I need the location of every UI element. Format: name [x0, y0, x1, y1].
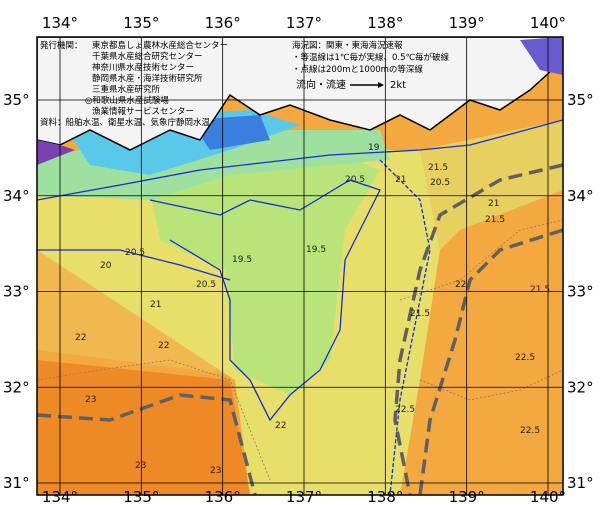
- contour-label: 21.5: [530, 285, 550, 295]
- contour-label: 22: [158, 341, 169, 351]
- legend-note: ・点線は200mと1000mの等深線: [292, 64, 423, 75]
- lon-label-top: 136°: [205, 14, 241, 32]
- contour-label: 21.5: [428, 163, 448, 173]
- lon-label-top: 139°: [449, 14, 485, 32]
- contour-label: 21: [150, 300, 161, 310]
- contour-label: 20.5: [196, 280, 216, 290]
- lon-label-top: 135°: [123, 14, 159, 32]
- organization: 千葉県水産総合研究センター: [92, 51, 203, 62]
- contour-label: 22.5: [395, 405, 415, 415]
- lat-label-right: 34°: [567, 187, 594, 205]
- lat-label-left: 33°: [3, 283, 30, 301]
- contour-label: 21: [395, 175, 406, 185]
- bay-cold: [520, 37, 563, 75]
- axis-labels: 134° 134° 135° 135° 136° 136° 137° 137° 138° 138°…: [3, 14, 594, 505]
- lon-label-top: 140°: [530, 14, 566, 32]
- lat-label-right: 33°: [567, 283, 594, 301]
- map-body: 19 19.5 19.5 20 20.5 20.5 20.5 20.5 21 21 21 21.5 21…: [37, 37, 563, 495]
- contour-label: 22: [455, 280, 466, 290]
- lon-label-bottom: 138°: [367, 488, 403, 505]
- contour-label: 20.5: [430, 178, 450, 188]
- organization: ◎和歌山県水産試験場: [85, 95, 169, 106]
- lon-label-top: 138°: [367, 14, 403, 32]
- contour-label: 23: [210, 466, 221, 476]
- lat-label-right: 35°: [567, 91, 594, 109]
- current-label: 流向・流速: [296, 78, 346, 91]
- lat-label-left: 32°: [3, 378, 30, 396]
- lon-label-bottom: 135°: [123, 488, 159, 505]
- strait-cold: [37, 140, 75, 165]
- lon-label-bottom: 139°: [449, 488, 485, 505]
- lat-label-left: 34°: [3, 187, 30, 205]
- contour-labels: 19 19.5 19.5 20 20.5 20.5 20.5 20.5 21 21 21 21.5 21…: [75, 143, 550, 476]
- sea-hot: [37, 360, 250, 495]
- contour-label: 20.5: [125, 248, 145, 258]
- isotherms: [37, 119, 563, 495]
- contour-label: 22: [75, 333, 86, 343]
- sea-green: [150, 150, 380, 395]
- lon-label-bottom: 136°: [205, 488, 241, 505]
- isobaths: [37, 219, 563, 481]
- sources: 資料：船舶水温、衛星水温、気象庁静岡水温: [40, 117, 211, 128]
- legend: 海況図：関東・東海海況速報 ・等温線は1℃毎が実線、0.5℃毎が破線 ・点線は2…: [292, 40, 450, 91]
- kuroshio-axis: [37, 163, 563, 495]
- lat-label-left: 35°: [3, 91, 30, 109]
- contour-label: 21.5: [410, 309, 430, 319]
- contour-label: 23: [135, 461, 146, 471]
- publisher-heading: 発行機関：: [40, 40, 83, 51]
- frame: [36, 36, 564, 496]
- lat-label-right: 32°: [567, 378, 594, 396]
- organization: 三重県水産研究所: [92, 84, 161, 95]
- lon-label-bottom: 134°: [42, 488, 78, 505]
- contour-label: 20: [100, 261, 112, 271]
- contour-label: 22.5: [520, 426, 540, 436]
- contour-label: 19.5: [232, 255, 252, 265]
- organization: 東京都島しょ農林水産総合センター: [92, 40, 228, 51]
- contour-label: 23: [85, 395, 96, 405]
- organization: 神奈川県水産技術センター: [92, 62, 194, 73]
- contour-label: 22: [275, 421, 286, 431]
- land: [37, 37, 563, 151]
- lon-label-bottom: 137°: [286, 488, 322, 505]
- lon-label-top: 134°: [42, 14, 78, 32]
- contour-label: 21: [488, 199, 499, 209]
- lat-label-left: 31°: [3, 474, 30, 492]
- contour-label: 20.5: [345, 175, 365, 185]
- lon-label-bottom: 140°: [530, 488, 566, 505]
- organization: 静岡県水産・海洋技術研究所: [92, 73, 203, 84]
- contour-label: 19: [368, 143, 380, 153]
- lon-label-top: 137°: [286, 14, 322, 32]
- speed-label: 2kt: [390, 80, 406, 91]
- graticule: [37, 37, 563, 495]
- arrow-head: [378, 82, 384, 88]
- contour-label: 22.5: [515, 353, 535, 363]
- legend-note: ・等温線は1℃毎が実線、0.5℃毎が破線: [292, 52, 450, 63]
- legend-title: 海況図：関東・東海海況速報: [292, 40, 403, 51]
- contour-label: 21.5: [485, 215, 505, 225]
- organization: 漁業情報サービスセンター: [92, 106, 194, 117]
- lat-label-right: 31°: [567, 474, 594, 492]
- contour-label: 19.5: [306, 245, 326, 255]
- publisher-block: 発行機関： 東京都島しょ農林水産総合センター 千葉県水産総合研究センター 神奈川…: [40, 40, 228, 128]
